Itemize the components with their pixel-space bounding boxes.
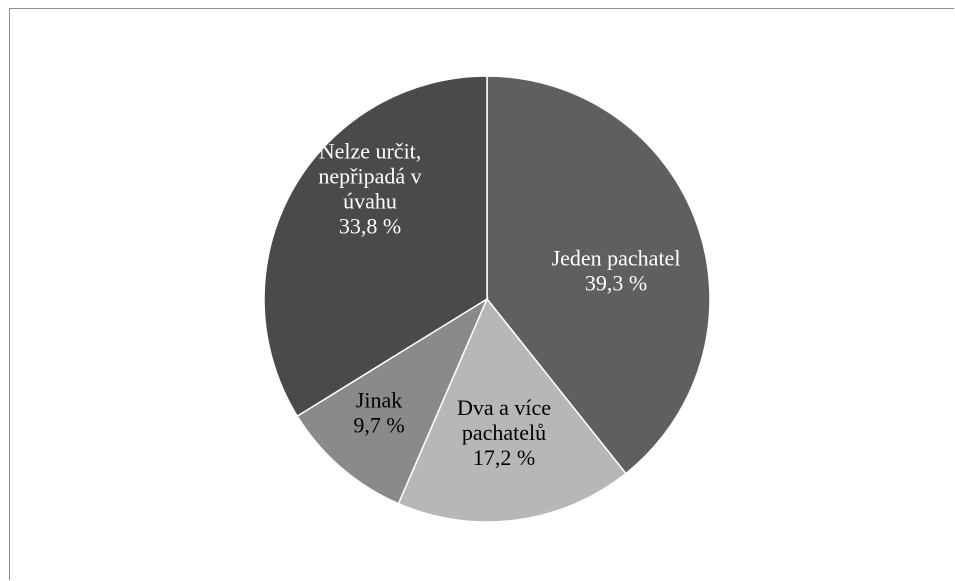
pie-slice-name-line: nepřipadá v: [318, 164, 421, 189]
pie-slice-value-label: 33,8 %: [339, 214, 401, 239]
pie-slice-label: Jeden pachatel 39,3 %: [552, 246, 681, 296]
pie-slice: [296, 297, 489, 505]
pie-slice-name-line: Nelze určit,: [319, 139, 422, 164]
pie-slices: [263, 75, 711, 523]
pie-slice-name-line: pachatelů: [462, 420, 546, 445]
pie-slice-name-line: úvahu: [343, 189, 397, 214]
pie-slice-value-label: 17,2 %: [473, 445, 535, 470]
pie-slice: [486, 75, 711, 475]
pie-slice-label: Dva a více pachatelů 17,2 %: [457, 395, 551, 470]
pie-slice: [397, 297, 627, 523]
pie-slice-name-line: Jinak: [356, 388, 402, 413]
pie-slice-name-line: Jeden pachatel: [552, 246, 681, 271]
pie-slice: [263, 75, 488, 418]
pie-slice-value-label: 9,7 %: [353, 413, 404, 438]
pie-slice-name-line: Dva a více: [457, 395, 551, 420]
pie-slice-label: Jinak 9,7 %: [353, 388, 404, 438]
pie-slice-value-label: 39,3 %: [585, 271, 647, 296]
pie-slice-label: Nelze určit, nepřipadá v úvahu 33,8 %: [318, 139, 421, 239]
pie-labels: Jeden pachatel 39,3 % Dva a více pachatelů 1…: [318, 139, 680, 471]
